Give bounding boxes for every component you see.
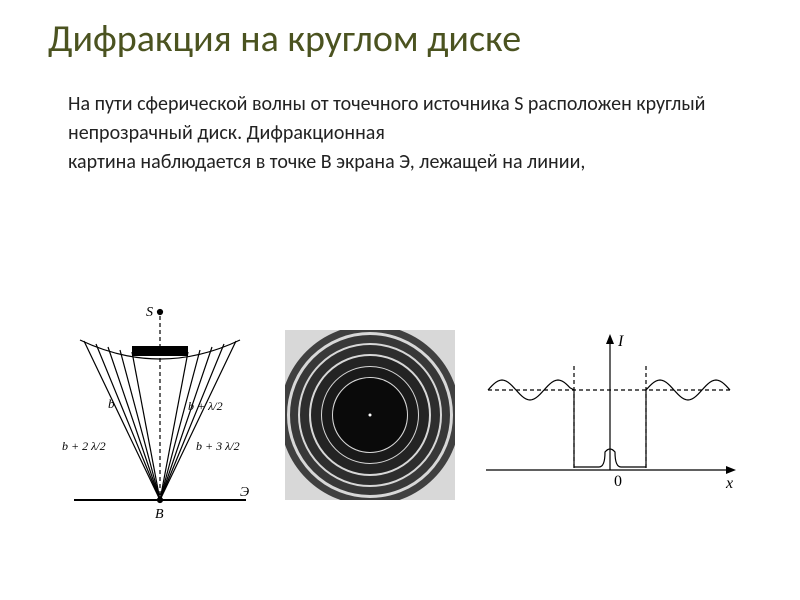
label-I: I — [617, 333, 624, 350]
label-screen: Э — [240, 485, 249, 500]
zone-diagram: S — [60, 300, 260, 530]
label-source: S — [146, 305, 153, 320]
body-line-2: картина наблюдается в точке В экрана Э, … — [68, 148, 728, 177]
label-b: b — [108, 396, 115, 411]
figure-row: S — [60, 300, 740, 530]
label-zero: 0 — [614, 473, 622, 490]
label-x: x — [725, 475, 733, 492]
label-point: B — [155, 507, 164, 522]
label-bz1: b + λ/2 — [188, 399, 223, 413]
diffraction-rings — [285, 330, 455, 500]
label-b2z: b + 2 λ/2 — [62, 439, 106, 453]
label-bz3: b + 3 λ/2 — [196, 439, 240, 453]
body-paragraph: На пути сферической волны от точечного и… — [68, 90, 728, 177]
page-title: Дифракция на круглом диске — [48, 16, 521, 62]
intensity-plot: I x 0 — [480, 320, 740, 510]
body-line-1: На пути сферической волны от точечного и… — [68, 90, 728, 148]
